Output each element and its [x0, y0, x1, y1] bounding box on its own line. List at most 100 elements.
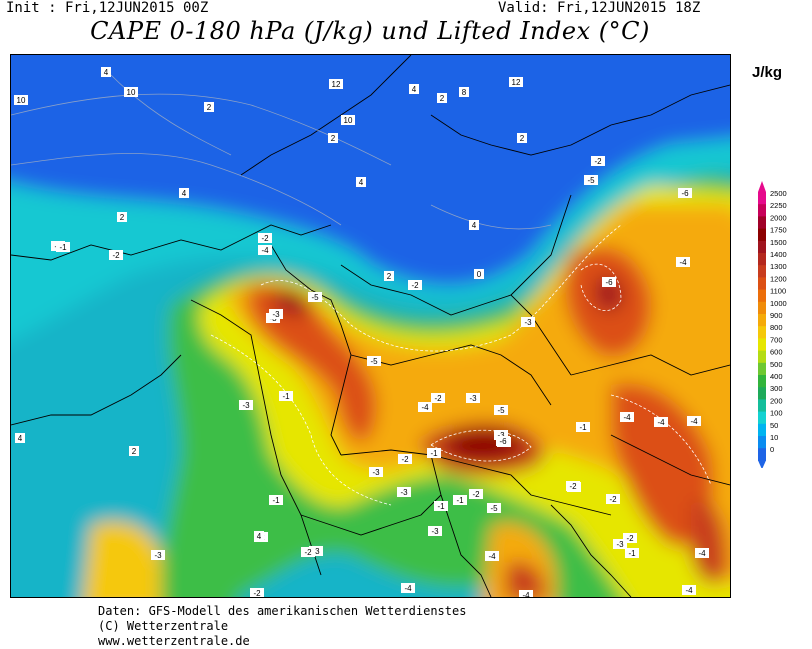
colorbar-top-arrow — [758, 181, 766, 192]
contour-label: 12 — [509, 77, 523, 87]
colorbar-tick-label: 1300 — [770, 262, 787, 271]
contour-label: -5 — [487, 503, 501, 513]
contour-label: 2 — [328, 133, 338, 143]
svg-text:-2: -2 — [304, 548, 312, 557]
contour-label: -4 — [401, 583, 415, 593]
colorbar-tick-label: 1400 — [770, 250, 787, 259]
contour-label: -3 — [309, 546, 323, 556]
colorbar-tick-label: 1000 — [770, 299, 787, 308]
colorbar-swatch — [758, 387, 766, 400]
colorbar-tick-label: 100 — [770, 409, 783, 418]
colorbar-tick-label: 800 — [770, 323, 783, 332]
svg-text:-1: -1 — [282, 392, 290, 401]
svg-text:-4: -4 — [522, 591, 530, 598]
svg-text:10: 10 — [127, 88, 136, 97]
svg-text:-1: -1 — [430, 449, 438, 458]
svg-text:-4: -4 — [488, 552, 496, 561]
valid-time: Valid: Fri,12JUN2015 18Z — [498, 0, 701, 16]
contour-label: 4 — [254, 531, 264, 541]
colorbar-tick-label: 900 — [770, 311, 783, 320]
contour-label: -4 — [654, 417, 668, 427]
colorbar-swatch — [758, 240, 766, 254]
contour-label: 4 — [179, 188, 189, 198]
svg-text:12: 12 — [332, 80, 341, 89]
svg-text:-1: -1 — [579, 423, 587, 432]
colorbar-swatch — [758, 448, 766, 461]
svg-text:2: 2 — [331, 134, 336, 143]
colorbar-tick-label: 0 — [770, 445, 774, 454]
svg-text:-3: -3 — [312, 547, 320, 556]
svg-text:-5: -5 — [497, 406, 505, 415]
svg-text:-6: -6 — [499, 437, 507, 446]
contour-label: -3 — [269, 309, 283, 319]
svg-text:-3: -3 — [497, 431, 505, 440]
svg-text:-3: -3 — [154, 551, 162, 560]
contour-labels: 41010122104821222244420-2-1-2-1-2-4-5-3-… — [14, 67, 709, 598]
contour-label: -2 — [408, 280, 422, 290]
contour-label: 8 — [459, 87, 469, 97]
map-title: CAPE 0-180 hPa (J/kg) und Lifted Index (… — [90, 17, 650, 45]
colorbar-tick-label: 600 — [770, 348, 783, 357]
contour-label: -4 — [695, 548, 709, 558]
contour-label: -6 — [496, 436, 510, 446]
contour-label: -6 — [602, 277, 616, 287]
svg-text:-2: -2 — [609, 495, 617, 504]
contour-label: -3 — [613, 539, 627, 549]
colorbar-tick-label: 2500 — [770, 189, 787, 198]
colorbar-swatch — [758, 192, 766, 205]
colorbar-swatch — [758, 436, 766, 449]
colorbar-swatch — [758, 216, 766, 230]
contour-label: -5 — [308, 292, 322, 302]
contour-label: 10 — [14, 95, 28, 105]
contour-label: -3 — [521, 317, 535, 327]
svg-text:-1: -1 — [272, 496, 280, 505]
svg-text:-5: -5 — [587, 176, 595, 185]
contour-label: 2 — [129, 446, 139, 456]
contour-label: -3 — [397, 487, 411, 497]
contour-label: -5 — [584, 175, 598, 185]
colorbar-swatch — [758, 375, 766, 388]
contour-label: -4 — [485, 551, 499, 561]
svg-text:4: 4 — [412, 85, 417, 94]
cape-field — [11, 55, 730, 597]
contour-label: -3 — [239, 400, 253, 410]
colorbar-tick-label: 10 — [770, 433, 778, 442]
contour-label: -4 — [258, 245, 272, 255]
contour-label: -4 — [676, 257, 690, 267]
colorbar-swatch — [758, 253, 766, 266]
colorbar-swatch — [758, 411, 766, 425]
svg-text:-4: -4 — [623, 413, 631, 422]
colorbar-swatch — [758, 362, 766, 376]
svg-text:2: 2 — [207, 103, 212, 112]
colorbar-swatch — [758, 314, 766, 327]
svg-text:-2: -2 — [112, 251, 120, 260]
colorbar-swatch — [758, 338, 766, 352]
contour-label: -2 — [469, 489, 483, 499]
svg-text:-1: -1 — [437, 502, 445, 511]
colorbar-tick-label: 2000 — [770, 213, 787, 222]
svg-text:2: 2 — [387, 272, 392, 281]
svg-text:-2: -2 — [569, 482, 577, 491]
colorbar-swatch — [758, 204, 766, 217]
colorbar-swatch — [758, 301, 766, 315]
colorbar-swatch — [758, 423, 766, 437]
svg-text:4: 4 — [257, 532, 262, 541]
svg-text:8: 8 — [462, 88, 467, 97]
svg-text:-3: -3 — [242, 401, 250, 410]
contour-label: -1 — [625, 548, 639, 558]
contour-label: -2 — [431, 393, 445, 403]
svg-text:-1: -1 — [628, 549, 636, 558]
svg-text:2: 2 — [120, 213, 125, 222]
contour-label: -5 — [367, 356, 381, 366]
contour-label: -4 — [687, 416, 701, 426]
contour-label: 4 — [101, 67, 111, 77]
svg-text:4: 4 — [182, 189, 187, 198]
colorbar-tick-label: 1100 — [770, 287, 786, 296]
contour-label: -1 — [279, 391, 293, 401]
contour-label: -4 — [519, 590, 533, 598]
contour-label: -2 — [258, 233, 272, 243]
contour-label: -6 — [678, 188, 692, 198]
colorbar-tick-label: 400 — [770, 372, 783, 381]
colorbar-tick-label: 2250 — [770, 201, 787, 210]
colorbar-swatch — [758, 228, 766, 242]
